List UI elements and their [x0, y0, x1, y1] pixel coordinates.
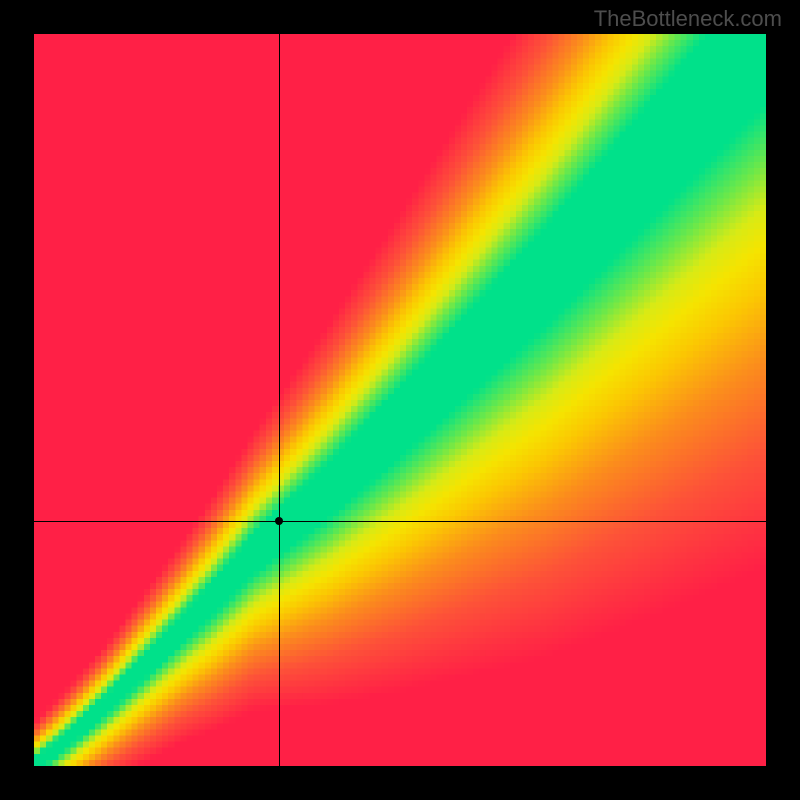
plot-area [34, 34, 766, 766]
crosshair-vertical [279, 34, 280, 766]
watermark-label: TheBottleneck.com [594, 6, 782, 32]
chart-container: TheBottleneck.com [0, 0, 800, 800]
bottleneck-heatmap [34, 34, 766, 766]
selection-marker [275, 517, 283, 525]
crosshair-horizontal [34, 521, 766, 522]
